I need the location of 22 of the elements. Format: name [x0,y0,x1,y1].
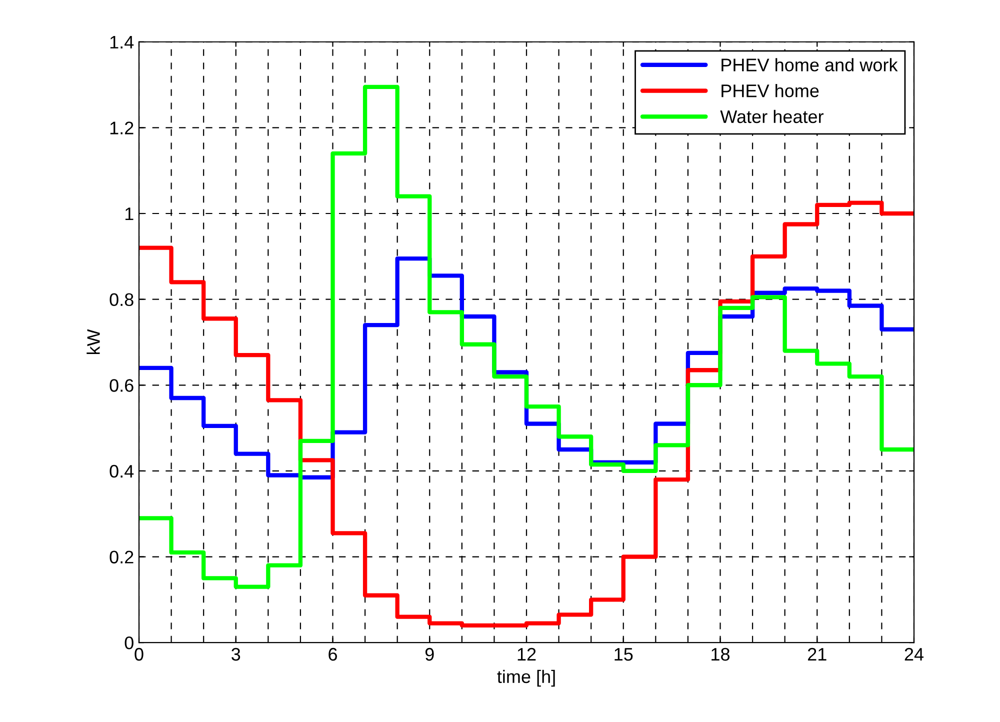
y-tick-label: 0 [124,636,134,650]
legend-label: PHEV home [722,84,819,98]
y-tick-label: 1.4 [110,36,134,48]
x-tick-label: 24 [904,648,924,661]
y-tick-label: 0.4 [110,464,134,478]
legend-label: Water heater [720,110,824,124]
y-tick-label: 1.2 [110,122,134,134]
y-axis-title: kW [86,329,100,354]
x-tick-label: 6 [328,648,337,661]
x-tick-label: 3 [232,648,240,661]
x-axis-title: time [h] [497,670,555,687]
x-tick-label: 9 [425,648,434,661]
legend-label: PHEV home and work [722,58,898,72]
y-tick-label: 0.2 [110,550,134,564]
y-tick-label: 0.8 [110,293,134,306]
x-tick-label: 0 [134,648,144,661]
y-tick-label: 1 [125,208,134,220]
x-tick-label: 15 [614,648,633,661]
x-tick-label: 21 [808,648,826,661]
y-tick-label: 0.6 [110,379,134,392]
x-tick-label: 18 [712,648,730,661]
x-tick-label: 12 [518,648,536,661]
